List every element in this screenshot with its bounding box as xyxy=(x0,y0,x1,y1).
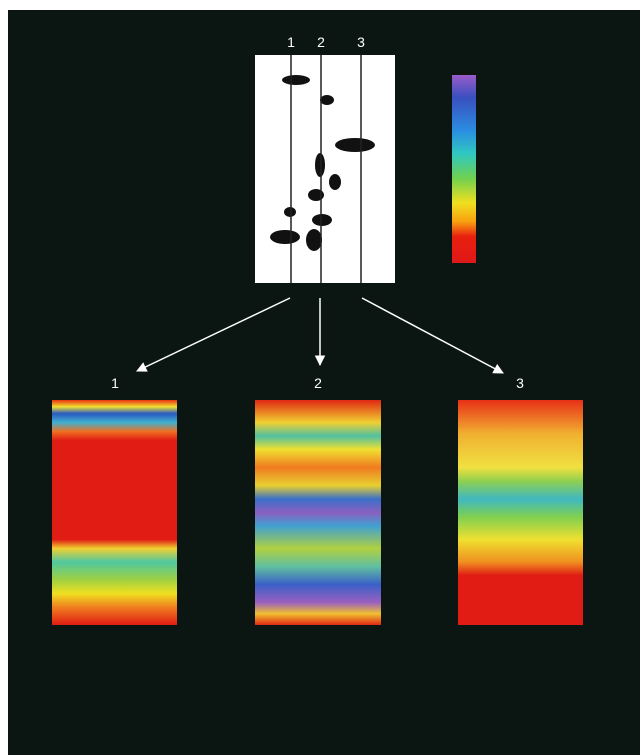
heatmap-panel xyxy=(458,400,583,625)
heatmap-panel xyxy=(52,400,177,625)
panel-label: 1 xyxy=(111,375,119,391)
line-label: 2 xyxy=(317,34,325,50)
panel-label: 2 xyxy=(314,375,322,391)
heatmap-panel xyxy=(255,400,381,625)
figure: 1 2 3 1 2 3 xyxy=(0,0,640,755)
panel-label: 3 xyxy=(516,375,524,391)
color-scale xyxy=(452,75,476,263)
sample-image xyxy=(255,55,395,283)
line-label: 1 xyxy=(287,34,295,50)
line-label: 3 xyxy=(357,34,365,50)
